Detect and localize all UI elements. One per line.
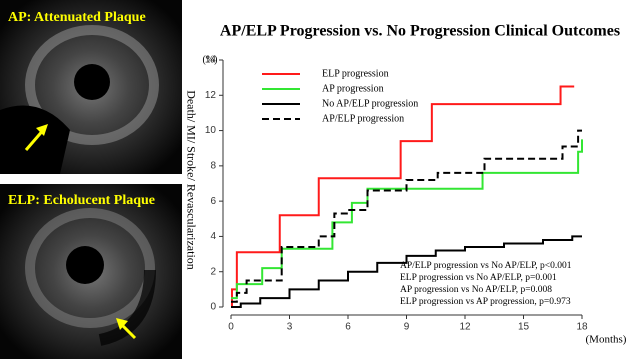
legend-label: ELP progression [322,68,389,79]
x-tick-label: 6 [345,322,351,333]
y-unit: (%) [203,54,218,65]
x-tick-label: 12 [459,322,471,333]
panel-label: ELP: Echolucent Plaque [8,193,155,208]
legend-label: AP/ELP progression [322,113,404,124]
x-tick-label: 9 [404,322,410,333]
x-tick-label: 0 [228,322,234,333]
legend-label: AP progression [322,83,384,94]
y-tick-label: 8 [210,160,216,171]
y-tick-label: 6 [210,196,216,207]
x-tick-label: 15 [518,322,530,333]
chart-title: AP/ELP Progression vs. No Progression Cl… [220,23,620,40]
annotation: AP/ELP progression vs No AP/ELP, p<0.001 [400,261,572,271]
y-tick-label: 10 [205,125,217,136]
x-tick-label: 3 [287,322,293,333]
y-tick-label: 2 [210,266,216,277]
y-tick-label: 4 [210,231,216,242]
legend-label: No AP/ELP progression [322,98,418,109]
panel-label: AP: Attenuated Plaque [8,10,146,25]
annotation: ELP progression vs No AP/ELP, p=0.001 [400,273,557,283]
x-tick-label: 18 [576,322,588,333]
y-axis-label: Death/ MI/ Stroke/ Revascularization [184,90,198,270]
series-line [230,85,575,308]
x-unit: (Months) [586,334,627,346]
annotation: ELP progression vs AP progression, p=0.9… [400,297,571,307]
series-line [231,139,583,300]
ivus-panel-2: ELP: Echolucent Plaque [0,184,182,359]
y-tick-label: 14 [205,55,217,66]
annotation: AP progression vs No AP/ELP, p=0.008 [400,285,552,295]
y-tick-label: 0 [210,302,216,313]
ivus-panel-1: AP: Attenuated Plaque [0,0,182,174]
y-tick-label: 12 [205,90,217,101]
series-line [231,235,582,308]
